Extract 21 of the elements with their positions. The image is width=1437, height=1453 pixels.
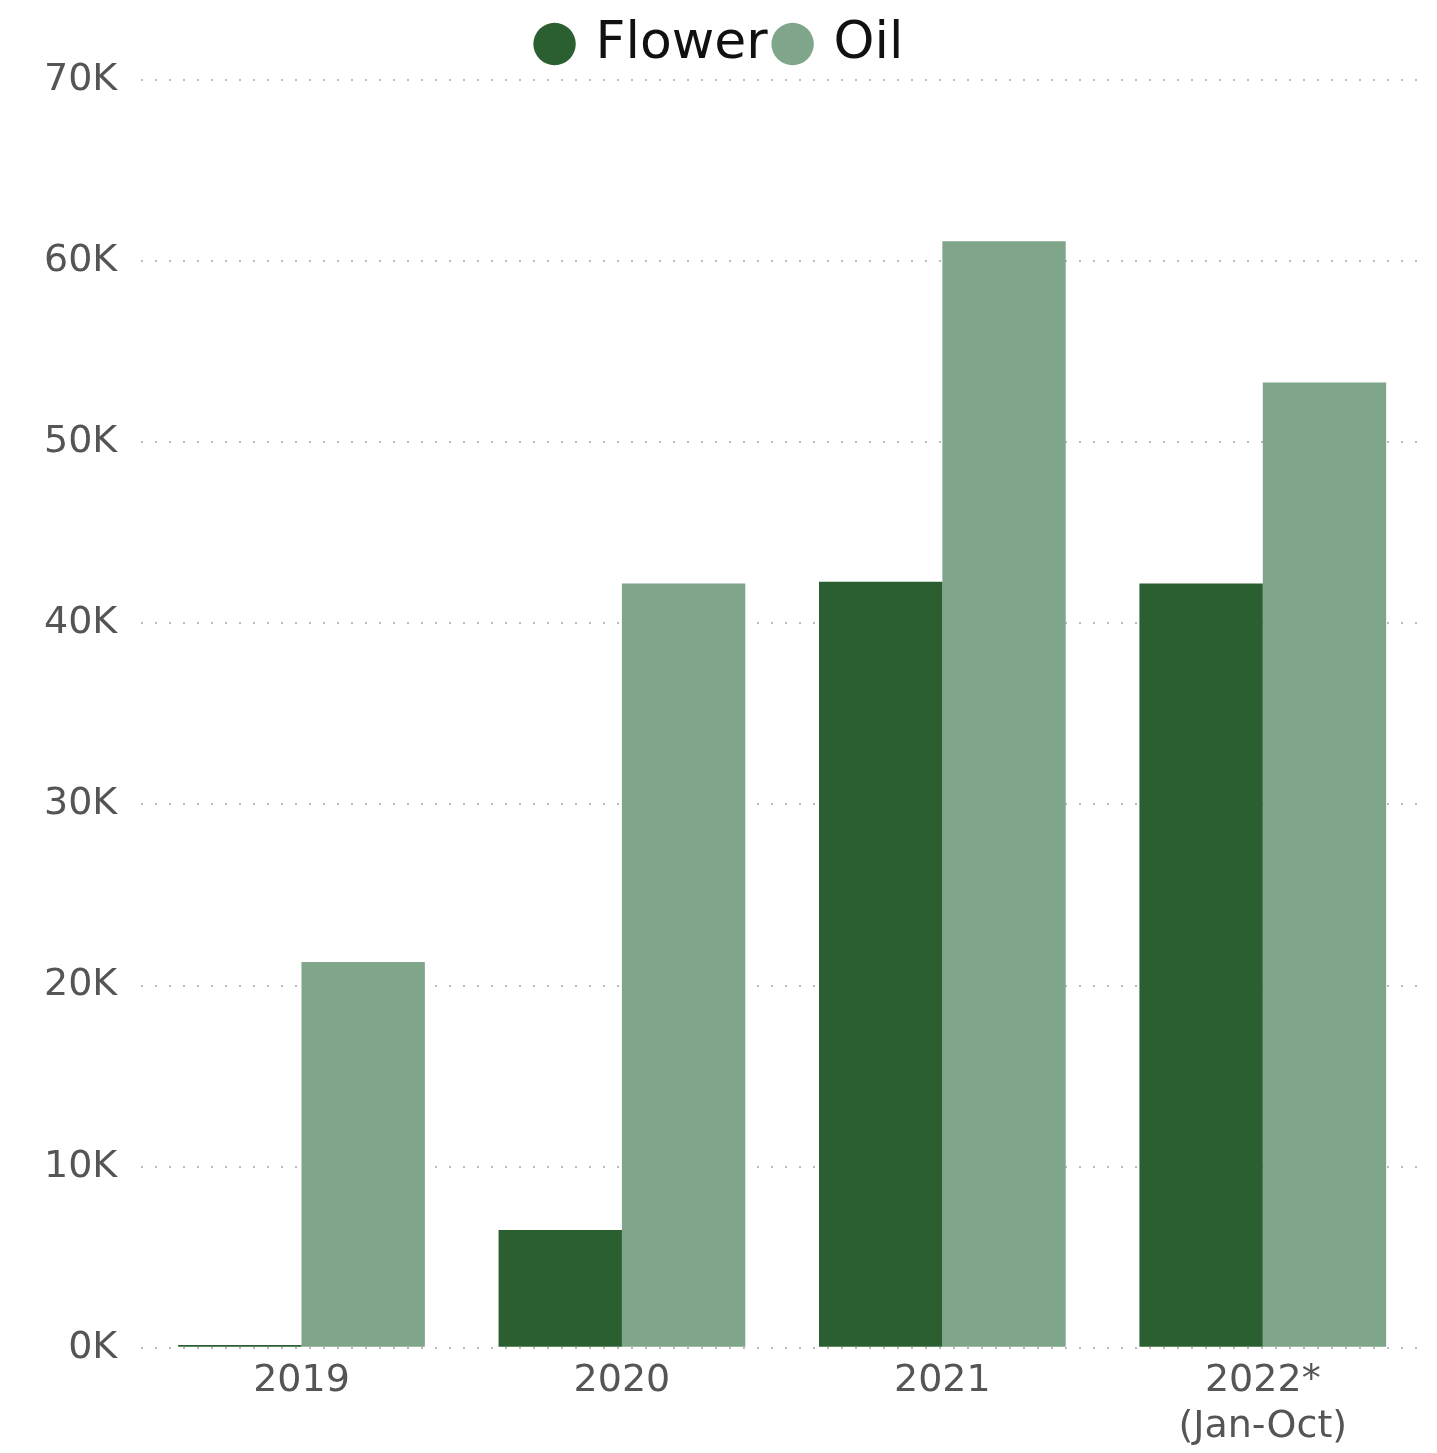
y-tick-label: 70K <box>43 54 119 99</box>
bar <box>1262 382 1387 1347</box>
legend-label: Oil <box>833 9 904 70</box>
x-tick-label: 2019 <box>253 1356 350 1401</box>
bar <box>301 962 425 1347</box>
x-tick-label: 2021 <box>893 1356 991 1401</box>
bar <box>621 583 746 1347</box>
x-tick-label: 2022* (Jan-Oct) <box>1178 1356 1348 1447</box>
bar <box>818 581 943 1347</box>
y-tick-label: 40K <box>43 598 119 643</box>
y-tick-label: 60K <box>43 235 119 280</box>
bar <box>498 1230 622 1347</box>
bar <box>942 241 1066 1347</box>
y-tick-label: 20K <box>43 960 119 1005</box>
y-tick-label: 10K <box>43 1141 119 1186</box>
y-tick-label: 0K <box>68 1322 119 1367</box>
y-tick-label: 50K <box>43 417 119 462</box>
legend-label: Flower <box>595 9 769 70</box>
x-tick-label: 2020 <box>573 1356 671 1401</box>
y-tick-label: 30K <box>43 779 119 824</box>
bar <box>1139 583 1263 1347</box>
